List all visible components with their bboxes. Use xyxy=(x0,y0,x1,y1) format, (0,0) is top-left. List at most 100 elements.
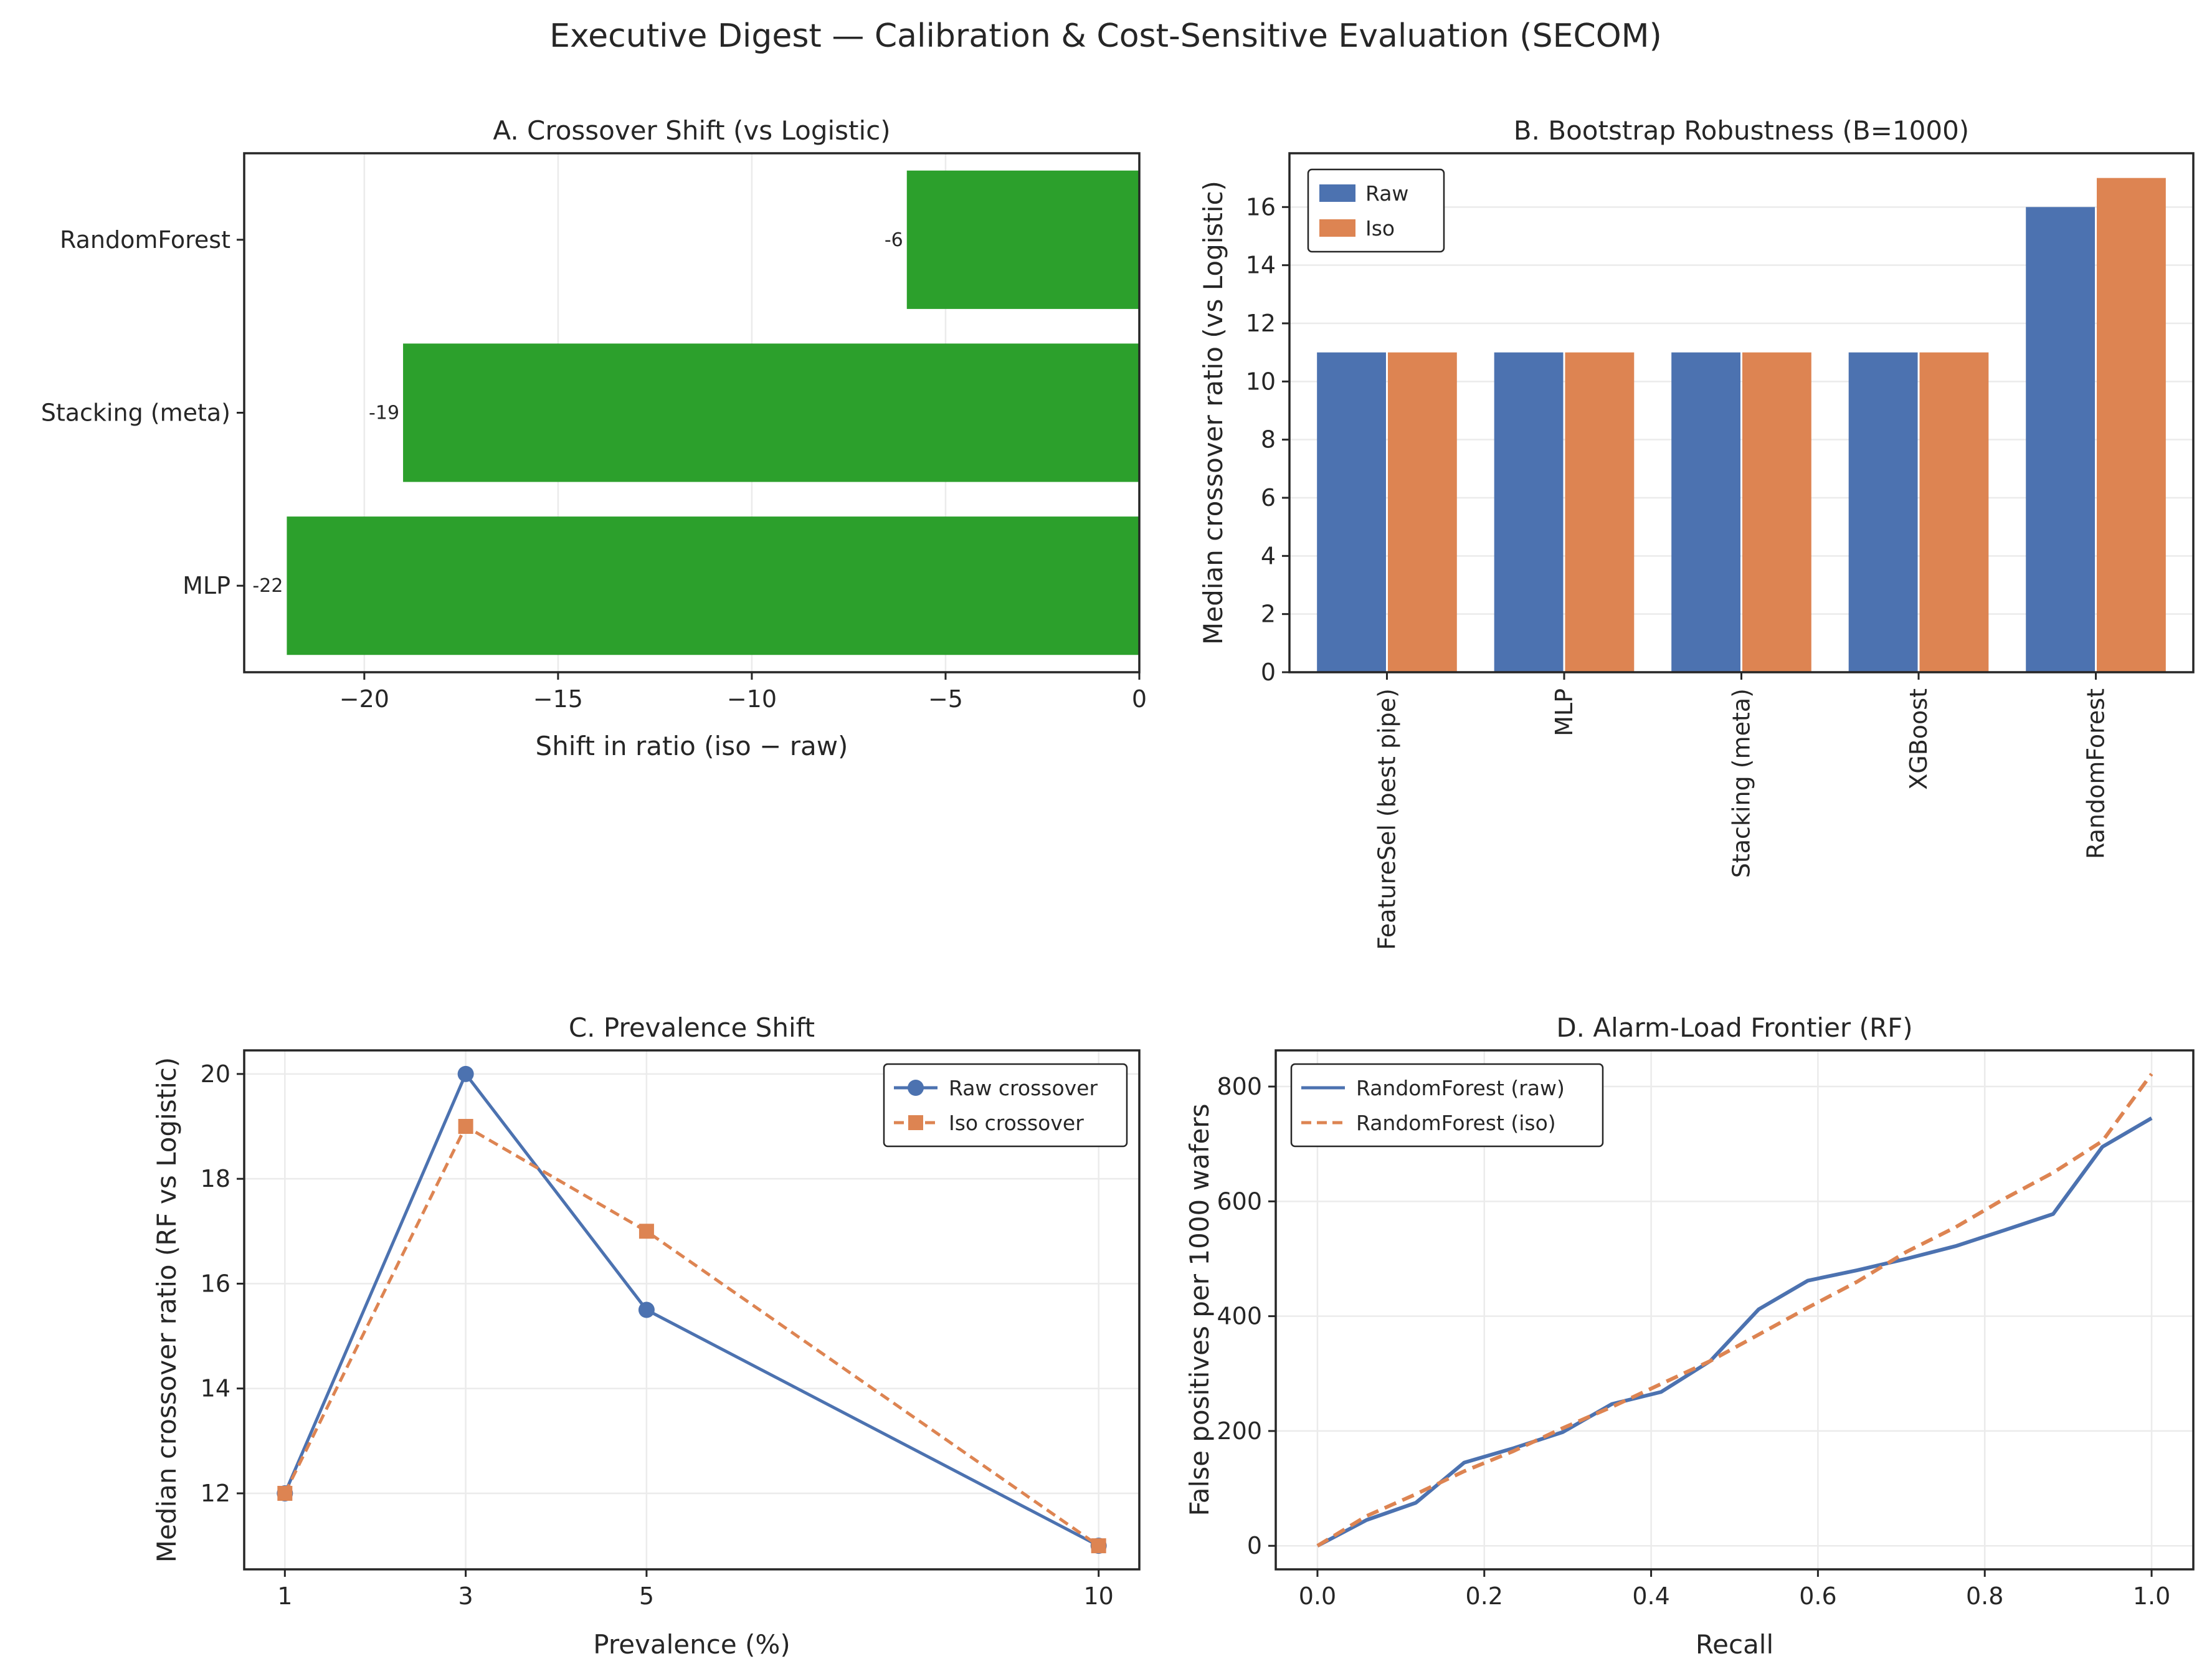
panel-b-ytick-label: 16 xyxy=(1246,193,1276,221)
panel-a-category-label: Stacking (meta) xyxy=(41,399,230,427)
panel-d-ytick-label: 800 xyxy=(1217,1073,1262,1100)
panel-c-point xyxy=(457,1065,474,1082)
panel-a-title: A. Crossover Shift (vs Logistic) xyxy=(493,115,890,146)
panel-c-ytick-label: 14 xyxy=(201,1375,230,1402)
panel-c-xlabel: Prevalence (%) xyxy=(593,1629,790,1660)
panel-d-xtick-label: 0.2 xyxy=(1466,1582,1503,1610)
panel-d-xtick-label: 0.4 xyxy=(1632,1582,1669,1610)
panel-b-legend-label: Raw xyxy=(1365,181,1408,206)
panel-b-legend-label: Iso xyxy=(1365,216,1395,240)
panel-d-xtick-label: 0.0 xyxy=(1299,1582,1336,1610)
panel-b-bar xyxy=(1848,352,1918,672)
panel-d-xlabel: Recall xyxy=(1696,1629,1773,1660)
panel-a-xtick-label: 0 xyxy=(1132,685,1147,713)
panel-b-legend-swatch xyxy=(1319,184,1355,202)
panel-b-bar xyxy=(1565,352,1635,672)
panel-d-legend-frame xyxy=(1290,1063,1604,1148)
panel-d-alarm-load-frontier: 0.0 0.2 0.4 0.6 0.8 1.0 0 200 400 600 800 D. Alarm-… xyxy=(1184,1012,2195,1660)
panel-c-legend-marker xyxy=(908,1080,924,1096)
panel-b-category-label: FeatureSel (best pipe) xyxy=(1373,688,1400,950)
panel-b-ytick-label: 2 xyxy=(1261,601,1276,628)
panel-c-xtick-label: 3 xyxy=(458,1582,473,1610)
panel-c-ytick-label: 12 xyxy=(201,1480,230,1507)
panel-b-category-label: XGBoost xyxy=(1905,688,1932,790)
panel-a-xtick-label: −20 xyxy=(339,685,389,713)
panel-c-series-line xyxy=(283,1125,1100,1548)
panel-b-bar xyxy=(2097,178,2166,673)
panel-c-legend-label: Raw crossover xyxy=(949,1076,1098,1100)
panel-c-ytick-label: 16 xyxy=(201,1270,230,1297)
panel-c-point xyxy=(638,1301,655,1318)
panel-c-xtick-label: 1 xyxy=(277,1582,292,1610)
panel-a-category-label: MLP xyxy=(183,572,230,599)
panel-a-xtick-label: −15 xyxy=(533,685,583,713)
panel-d-series-line xyxy=(1316,1073,2153,1548)
panel-b-bar xyxy=(1671,352,1740,672)
panel-d-ytick-label: 0 xyxy=(1247,1532,1262,1559)
panel-d-xtick-label: 1.0 xyxy=(2133,1582,2170,1610)
panel-b-category-label: MLP xyxy=(1550,688,1578,736)
panel-c-xtick-label: 10 xyxy=(1084,1582,1114,1610)
panel-b-bar xyxy=(1317,352,1386,672)
panel-c-point xyxy=(1091,1538,1106,1554)
panel-c-series-line xyxy=(283,1072,1099,1548)
panel-c-xtick-label: 5 xyxy=(639,1582,654,1610)
panel-b-ytick-label: 12 xyxy=(1246,310,1276,337)
panel-a-category-label: RandomForest xyxy=(60,226,230,254)
panel-c-point xyxy=(277,1485,293,1501)
panel-b-bar xyxy=(1494,352,1564,672)
panel-b-ylabel: Median crossover ratio (vs Logistic) xyxy=(1198,181,1228,645)
panel-c-ytick-label: 20 xyxy=(201,1060,230,1088)
panel-b-ytick-label: 4 xyxy=(1261,542,1276,569)
panel-b-ytick-label: 8 xyxy=(1261,426,1276,454)
panel-a-bar xyxy=(906,170,1139,309)
panel-c-legend-label: Iso crossover xyxy=(949,1111,1084,1135)
panel-d-title: D. Alarm-Load Frontier (RF) xyxy=(1556,1012,1912,1043)
panel-d-ylabel: False positives per 1000 wafers xyxy=(1184,1104,1215,1516)
panel-b-title: B. Bootstrap Robustness (B=1000) xyxy=(1514,115,1969,146)
panel-d-ytick-label: 600 xyxy=(1217,1187,1262,1215)
panel-d-xtick-label: 0.6 xyxy=(1799,1582,1836,1610)
panel-b-bar xyxy=(2026,207,2096,672)
panel-a-xtick-label: −5 xyxy=(928,685,963,713)
panel-a-bar xyxy=(287,516,1139,655)
panel-d-series-line xyxy=(1316,1116,2153,1548)
panel-c-ytick-label: 18 xyxy=(201,1165,230,1192)
panel-b-ytick-label: 6 xyxy=(1261,484,1276,511)
panel-b-category-label: Stacking (meta) xyxy=(1728,688,1755,878)
panel-c-point xyxy=(638,1224,654,1239)
panel-c-frame xyxy=(243,1049,1141,1571)
panel-a-value-label: -6 xyxy=(885,229,903,251)
panel-a-xtick-label: −10 xyxy=(727,685,777,713)
panel-b-ytick-label: 14 xyxy=(1246,252,1276,279)
panel-a-xlabel: Shift in ratio (iso − raw) xyxy=(536,731,848,761)
panel-a-crossover-shift: −20 −15 −10 −5 0 -6 RandomForest -19 Stacking (m… xyxy=(41,115,1147,761)
panel-a-bar xyxy=(403,343,1139,482)
panel-d-ytick-label: 400 xyxy=(1217,1303,1262,1330)
panel-b-frame xyxy=(1288,152,2195,673)
panel-a-value-label: -22 xyxy=(252,575,283,597)
panel-c-point xyxy=(458,1119,473,1134)
panel-a-frame xyxy=(243,152,1141,673)
panel-b-bar xyxy=(1387,352,1457,672)
panel-c-legend-marker xyxy=(908,1115,923,1130)
panel-b-category-label: RandomForest xyxy=(2082,688,2110,859)
panel-c-legend-frame xyxy=(883,1063,1128,1148)
figure-title: Executive Digest — Calibration & Cost-Se… xyxy=(549,17,1662,55)
panel-b-bar xyxy=(1919,352,1989,672)
panel-b-legend-swatch xyxy=(1319,219,1355,237)
panel-d-frame xyxy=(1275,1049,2195,1571)
panel-b-ytick-label: 0 xyxy=(1261,659,1276,686)
panel-d-legend-label: RandomForest (raw) xyxy=(1356,1076,1565,1100)
panel-b-ytick-label: 10 xyxy=(1246,368,1276,395)
panel-d-xtick-label: 0.8 xyxy=(1966,1582,2003,1610)
panel-d-legend-label: RandomForest (iso) xyxy=(1356,1111,1556,1135)
panel-d-ytick-label: 200 xyxy=(1217,1417,1262,1445)
panel-c-prevalence-shift: 1 3 5 10 12 14 16 18 20 C. Prevalence Shift Preval… xyxy=(151,1012,1141,1660)
panel-b-bar xyxy=(1742,352,1811,672)
panel-c-ylabel: Median crossover ratio (RF vs Logistic) xyxy=(151,1057,182,1563)
panel-c-title: C. Prevalence Shift xyxy=(569,1012,815,1043)
panel-a-value-label: -19 xyxy=(369,402,399,424)
panel-b-bootstrap-robustness: 0 2 4 6 8 10 12 14 16 FeatureSel (best pipe) MLP St… xyxy=(1198,115,2195,950)
